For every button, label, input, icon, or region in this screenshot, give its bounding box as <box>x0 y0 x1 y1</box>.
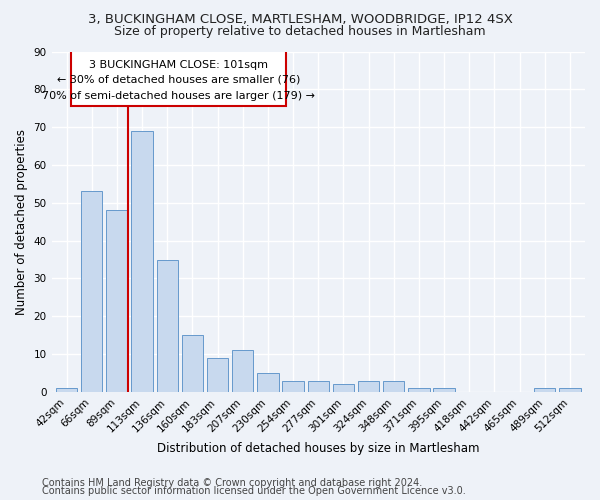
Bar <box>182 335 203 392</box>
Bar <box>257 373 278 392</box>
Bar <box>333 384 354 392</box>
Bar <box>408 388 430 392</box>
Bar <box>56 388 77 392</box>
Bar <box>559 388 581 392</box>
Bar <box>283 380 304 392</box>
X-axis label: Distribution of detached houses by size in Martlesham: Distribution of detached houses by size … <box>157 442 479 455</box>
Bar <box>358 380 379 392</box>
Bar <box>157 260 178 392</box>
FancyBboxPatch shape <box>71 50 286 106</box>
Bar <box>308 380 329 392</box>
Bar <box>131 131 153 392</box>
Text: 3 BUCKINGHAM CLOSE: 101sqm: 3 BUCKINGHAM CLOSE: 101sqm <box>89 60 268 70</box>
Bar <box>106 210 128 392</box>
Bar <box>534 388 556 392</box>
Text: Contains HM Land Registry data © Crown copyright and database right 2024.: Contains HM Land Registry data © Crown c… <box>42 478 422 488</box>
Text: ← 30% of detached houses are smaller (76): ← 30% of detached houses are smaller (76… <box>56 75 300 85</box>
Bar <box>232 350 253 392</box>
Text: 70% of semi-detached houses are larger (179) →: 70% of semi-detached houses are larger (… <box>42 91 315 101</box>
Bar <box>207 358 229 392</box>
Y-axis label: Number of detached properties: Number of detached properties <box>15 128 28 314</box>
Bar <box>81 192 103 392</box>
Bar <box>383 380 404 392</box>
Text: 3, BUCKINGHAM CLOSE, MARTLESHAM, WOODBRIDGE, IP12 4SX: 3, BUCKINGHAM CLOSE, MARTLESHAM, WOODBRI… <box>88 12 512 26</box>
Bar <box>433 388 455 392</box>
Text: Contains public sector information licensed under the Open Government Licence v3: Contains public sector information licen… <box>42 486 466 496</box>
Text: Size of property relative to detached houses in Martlesham: Size of property relative to detached ho… <box>114 25 486 38</box>
